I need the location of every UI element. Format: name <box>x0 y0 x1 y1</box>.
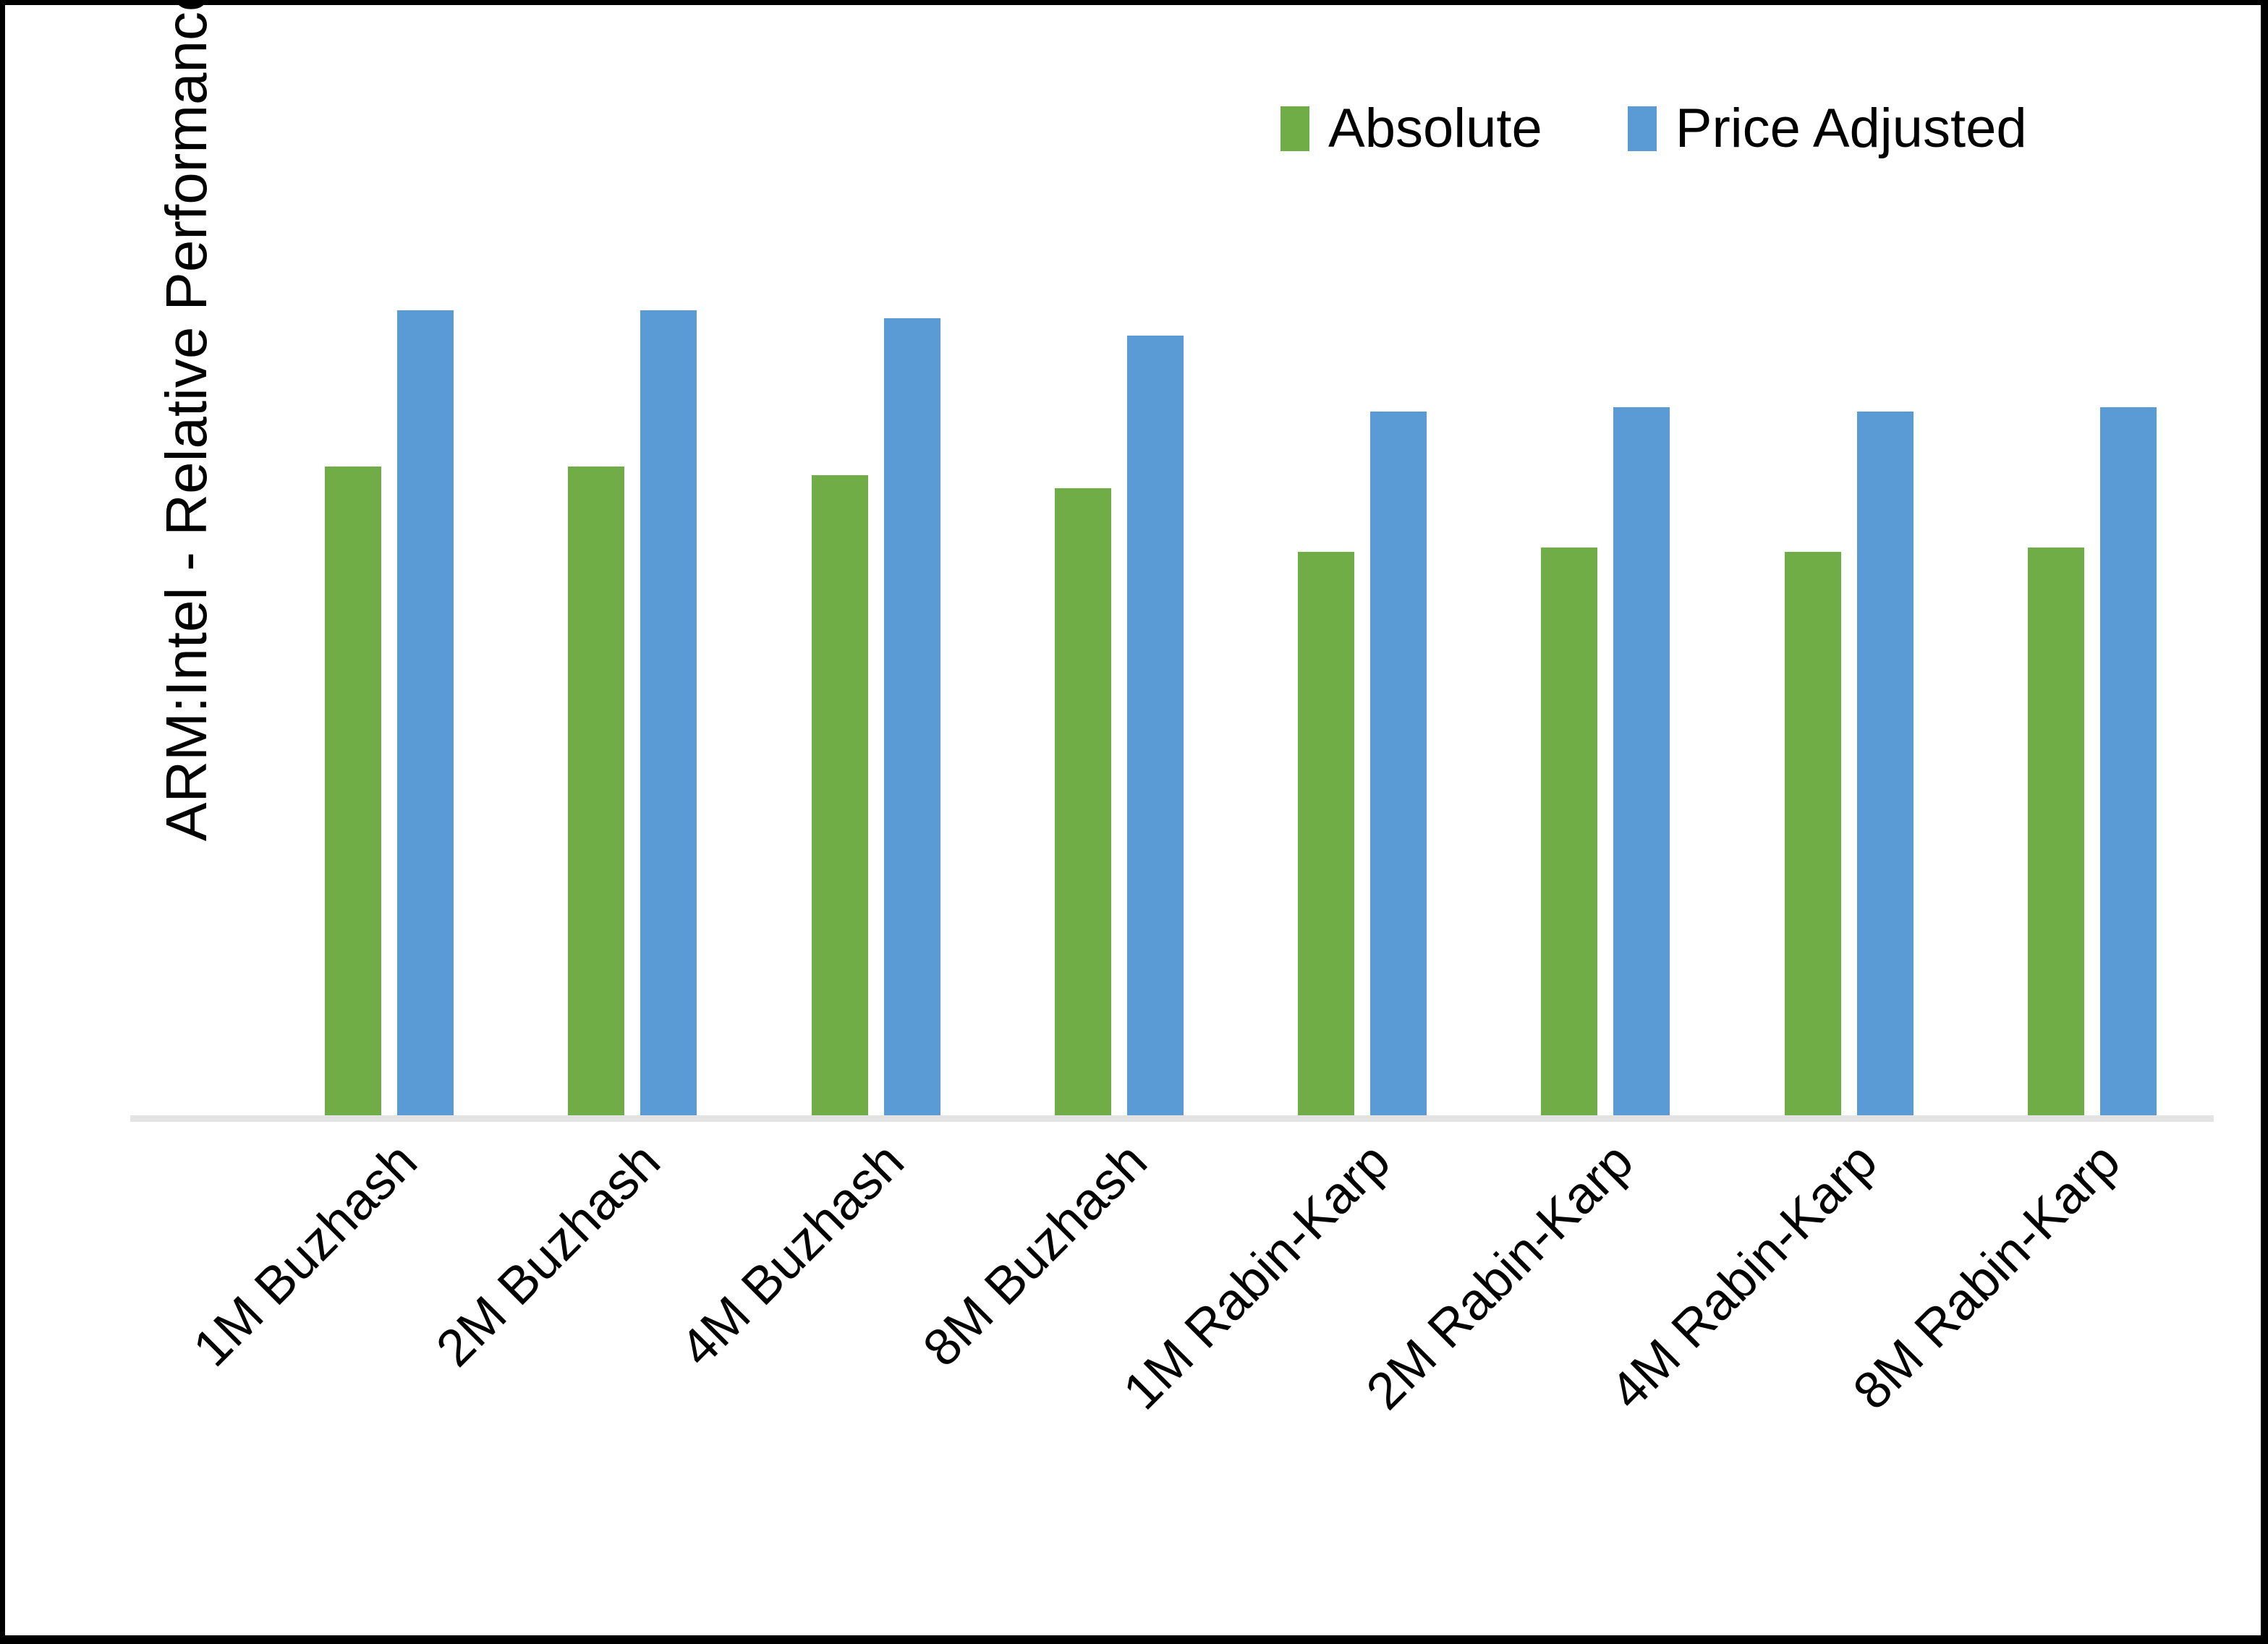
legend-item-absolute[interactable]: Absolute <box>1280 101 1542 156</box>
legend-swatch-absolute <box>1280 106 1309 151</box>
bar-price-adjusted[interactable] <box>883 318 940 1115</box>
bar-price-adjusted[interactable] <box>640 310 697 1115</box>
bar-absolute[interactable] <box>568 467 625 1115</box>
bar-absolute[interactable] <box>811 475 868 1115</box>
x-axis-baseline <box>130 1115 2214 1122</box>
bar-price-adjusted[interactable] <box>1856 412 1914 1115</box>
y-axis-title: ARM:Intel - Relative Performance <box>154 0 218 841</box>
bar-group <box>1484 56 1727 1115</box>
x-axis-tick-label: 1M Buzhash <box>182 1132 428 1378</box>
x-axis-tick-labels: 1M Buzhash 2M Buzhash 4M Buzhash 8M Buzhash… <box>182 1128 2214 1577</box>
legend-label-absolute: Absolute <box>1328 98 1542 159</box>
bar-group <box>1728 56 1971 1115</box>
bar-absolute[interactable] <box>1054 487 1111 1115</box>
bar-absolute[interactable] <box>2027 547 2084 1115</box>
bar-absolute[interactable] <box>1541 547 1598 1115</box>
bar-group <box>998 56 1241 1115</box>
legend-swatch-price-adjusted <box>1627 106 1657 151</box>
plot-area: ARM:Intel - Relative Performance 2.52.01… <box>130 0 2214 1122</box>
legend-item-price-adjusted[interactable]: Price Adjusted <box>1627 98 2027 159</box>
chart-legend: Absolute Price Adjusted <box>1280 101 2027 156</box>
bar-group <box>268 56 511 1115</box>
bar-groups <box>268 56 2214 1115</box>
bar-price-adjusted[interactable] <box>1126 335 1184 1115</box>
bar-group <box>755 56 998 1115</box>
bar-price-adjusted[interactable] <box>2099 407 2157 1115</box>
bar-group <box>511 56 754 1115</box>
legend-label-price-adjusted: Price Adjusted <box>1675 98 2027 159</box>
bar-price-adjusted[interactable] <box>397 310 454 1115</box>
bar-price-adjusted[interactable] <box>1370 412 1427 1115</box>
bar-absolute[interactable] <box>1784 551 1841 1115</box>
bar-group <box>1241 56 1484 1115</box>
bar-price-adjusted[interactable] <box>1613 407 1670 1115</box>
bar-absolute[interactable] <box>1298 551 1355 1115</box>
bar-group <box>1971 56 2214 1115</box>
bar-absolute[interactable] <box>325 467 382 1115</box>
x-axis-tick-cell: 8M Rabin-Karp <box>1843 1128 2214 1577</box>
